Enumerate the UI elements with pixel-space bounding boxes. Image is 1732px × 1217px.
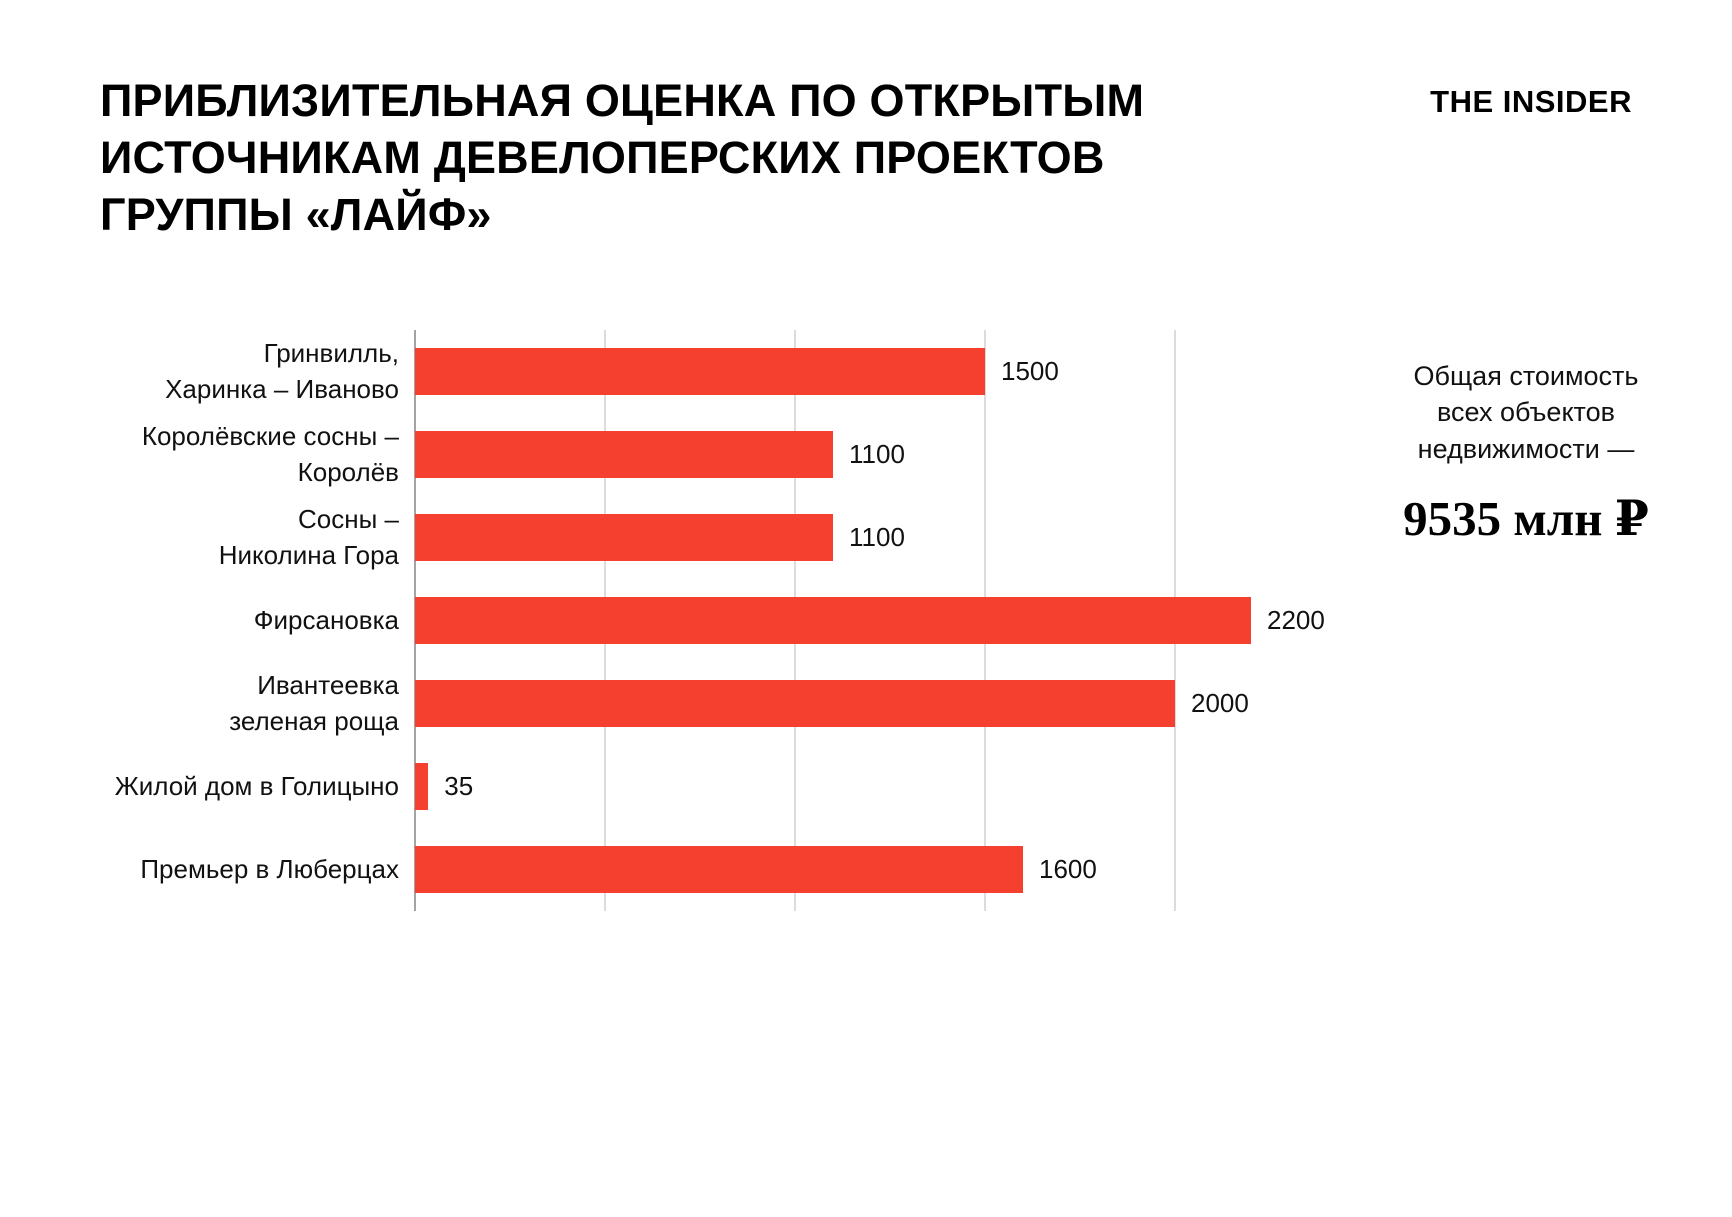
- category-label: Ивантеевка зеленая роща: [229, 670, 399, 736]
- total-annotation: Общая стоимость всех объектов недвижимос…: [1388, 358, 1664, 547]
- category-label: Гринвилль, Харинка – Иваново: [165, 338, 399, 404]
- bar: [415, 514, 833, 561]
- bar-value-label: 1600: [1038, 854, 1097, 884]
- bar-value-label: 1100: [849, 439, 905, 469]
- chart-title: ПРИБЛИЗИТЕЛЬНАЯ ОЦЕНКА ПО ОТКРЫТЫМ ИСТОЧ…: [100, 75, 1145, 241]
- chart-row: Сосны – Николина Гора 1100: [219, 496, 1327, 579]
- chart-row: Фирсановка 2200: [254, 579, 1327, 662]
- bar-value-label: 2000: [1191, 688, 1249, 718]
- chart-rows: Гринвилль, Харинка – Иваново 1500 Королёвс…: [115, 330, 1327, 911]
- category-label: Королёвские сосны – Королёв: [141, 421, 399, 487]
- chart-row: Жилой дом в Голицыно 35: [115, 745, 1327, 828]
- header: ПРИБЛИЗИТЕЛЬНАЯ ОЦЕНКА ПО ОТКРЫТЫМ ИСТОЧ…: [0, 0, 1732, 243]
- bar: [415, 763, 429, 810]
- bar-value-label: 35: [444, 771, 474, 801]
- chart-row: Ивантеевка зеленая роща 2000: [229, 662, 1327, 745]
- bar: [415, 348, 985, 395]
- bar: [415, 846, 1023, 893]
- bar: [415, 680, 1175, 727]
- category-label: Фирсановка: [253, 604, 399, 635]
- bar-value-label: 1100: [849, 522, 905, 552]
- bar-value-label: 2200: [1267, 605, 1325, 635]
- bar: [415, 431, 833, 478]
- total-value: 9535 млн ₽: [1403, 491, 1649, 547]
- category-label: Премьер в Люберцах: [140, 853, 399, 884]
- chart-row: Премьер в Люберцах 1600: [140, 828, 1327, 911]
- total-caption: Общая стоимость всех объектов недвижимос…: [1413, 361, 1639, 464]
- bar-chart: Гринвилль, Харинка – Иваново 1500 Королёвс…: [115, 330, 1327, 955]
- category-label: Сосны – Николина Гора: [218, 504, 399, 570]
- category-label: Жилой дом в Голицыно: [114, 770, 399, 801]
- bar: [415, 597, 1251, 644]
- chart-row: Гринвилль, Харинка – Иваново 1500: [165, 330, 1327, 413]
- the-insider-logo: THE INSIDER: [1430, 84, 1632, 119]
- bar-value-label: 1500: [1001, 356, 1059, 386]
- chart-row: Королёвские сосны – Королёв 1100: [142, 413, 1327, 496]
